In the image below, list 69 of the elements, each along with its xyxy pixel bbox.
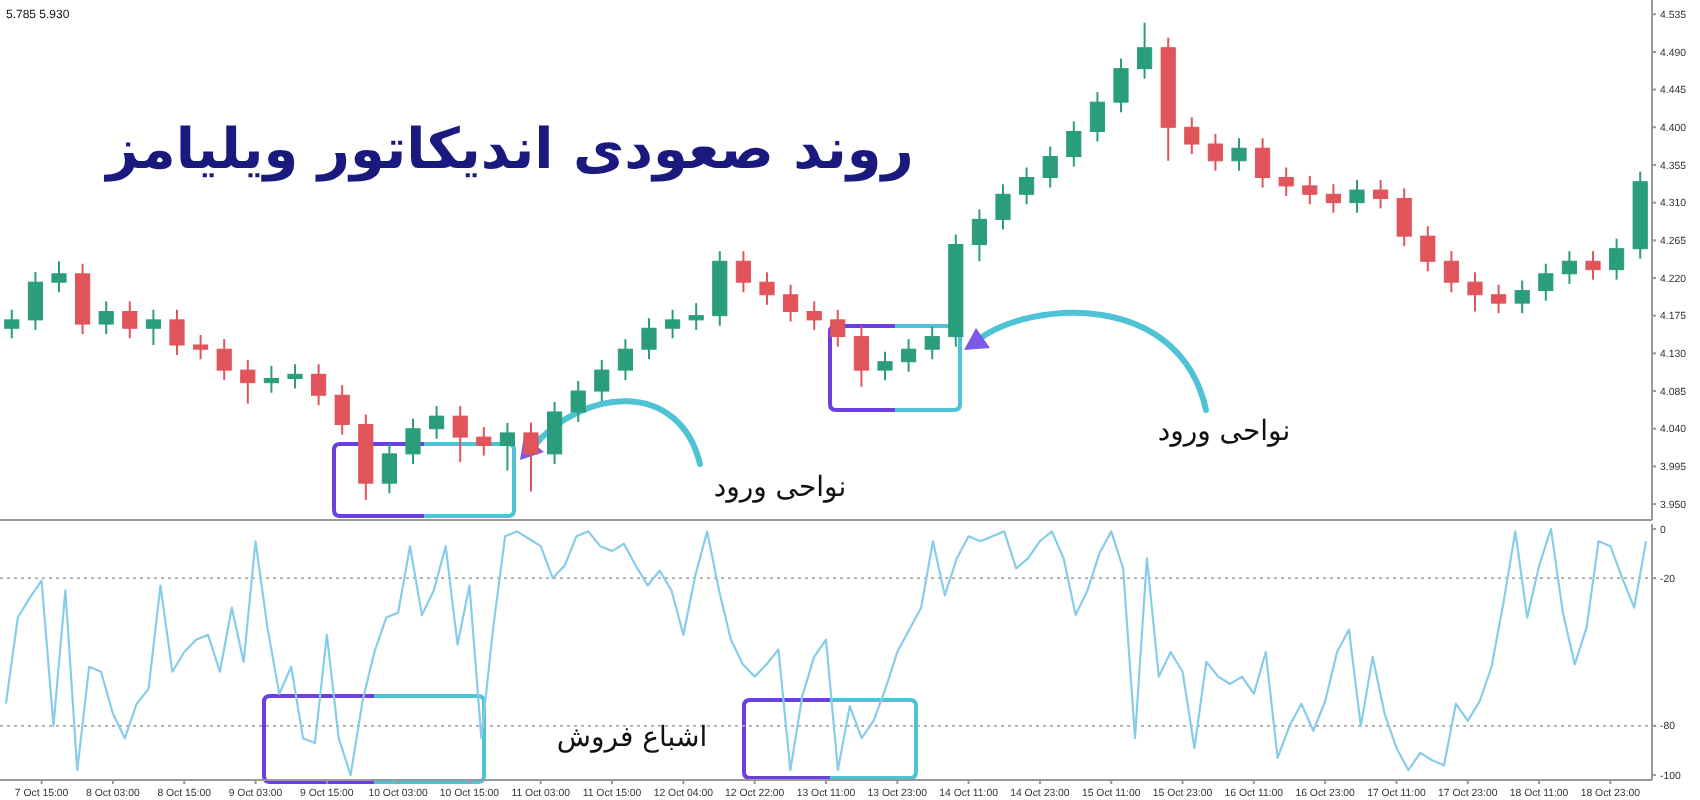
candlestick bbox=[641, 317, 657, 361]
candlestick bbox=[665, 308, 681, 340]
candlestick bbox=[877, 350, 893, 382]
candlestick bbox=[1609, 237, 1625, 281]
candlestick bbox=[193, 333, 209, 361]
candlestick bbox=[287, 363, 303, 390]
candlestick bbox=[1255, 137, 1271, 189]
candlestick bbox=[783, 283, 799, 323]
candlestick bbox=[1207, 132, 1223, 172]
candlestick bbox=[830, 308, 846, 348]
annotation: نواحی ورود bbox=[713, 472, 847, 504]
candlestick bbox=[240, 359, 256, 405]
candlestick bbox=[145, 308, 161, 346]
candlestick bbox=[735, 250, 751, 294]
candlestick bbox=[570, 380, 586, 424]
candlestick bbox=[1585, 250, 1601, 281]
candlestick bbox=[169, 308, 185, 357]
candlestick bbox=[971, 208, 987, 263]
candlestick bbox=[1561, 250, 1577, 285]
candlestick bbox=[547, 400, 563, 465]
candlestick bbox=[1019, 166, 1035, 206]
candlestick bbox=[311, 363, 327, 407]
candlestick bbox=[1514, 279, 1530, 315]
candlestick bbox=[1491, 283, 1507, 315]
candlestick bbox=[617, 338, 633, 382]
annotation: نواحی ورود bbox=[1157, 416, 1291, 448]
candlestick bbox=[594, 359, 610, 403]
candlestick bbox=[499, 421, 515, 472]
candlestick bbox=[381, 442, 397, 495]
candlestick bbox=[901, 338, 917, 373]
annotation: اشباع فروش bbox=[556, 722, 708, 754]
candlestick bbox=[523, 421, 539, 493]
text: روند صعودی اندیکاتور ویلیامز bbox=[102, 116, 914, 182]
candlestick bbox=[476, 426, 492, 457]
candlestick bbox=[452, 405, 468, 464]
candlestick bbox=[27, 271, 43, 331]
candlestick bbox=[122, 300, 138, 340]
candlestick bbox=[405, 417, 421, 465]
candlestick bbox=[759, 271, 775, 306]
candlestick bbox=[1443, 250, 1459, 294]
candlestick bbox=[51, 260, 67, 294]
candlestick bbox=[1089, 91, 1105, 143]
candlestick bbox=[853, 325, 869, 388]
candlestick bbox=[1113, 57, 1129, 114]
candlestick bbox=[4, 308, 20, 340]
candlestick bbox=[263, 364, 279, 394]
candlestick bbox=[429, 405, 445, 440]
candlestick bbox=[806, 300, 822, 331]
candlestick bbox=[1137, 21, 1153, 80]
candlestick bbox=[1278, 166, 1294, 197]
candlestick bbox=[1420, 225, 1436, 273]
candlestick bbox=[216, 338, 232, 382]
line-series bbox=[4, 527, 1648, 777]
candlestick bbox=[1042, 145, 1058, 189]
candlestick bbox=[1373, 179, 1389, 210]
candlestick bbox=[1231, 137, 1247, 172]
candlestick bbox=[924, 325, 940, 361]
candlestick bbox=[334, 384, 350, 436]
candlestick bbox=[995, 183, 1011, 231]
candlestick bbox=[1349, 179, 1365, 214]
candlestick bbox=[1396, 187, 1412, 248]
candlestick bbox=[1467, 271, 1483, 313]
candlestick bbox=[1066, 120, 1082, 168]
candlestick bbox=[688, 302, 704, 331]
candlestick bbox=[1302, 174, 1318, 206]
candlestick bbox=[98, 300, 114, 336]
candlestick bbox=[1325, 183, 1341, 214]
candlestick bbox=[1538, 262, 1554, 302]
candlestick bbox=[1184, 116, 1200, 156]
